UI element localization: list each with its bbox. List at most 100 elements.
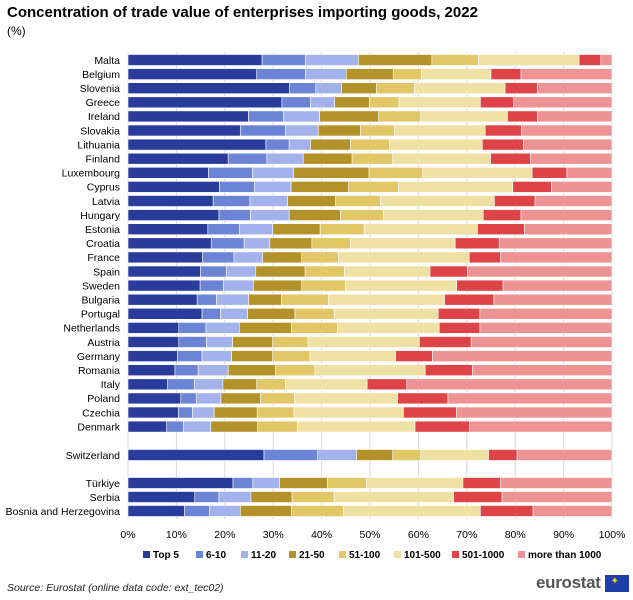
- bar-segment: [127, 82, 290, 94]
- bar-segment: [351, 152, 394, 165]
- bar-segment: [494, 195, 536, 207]
- bar-segment: [231, 350, 274, 362]
- category-label: Malta: [94, 55, 120, 67]
- bar-segment: [479, 307, 613, 320]
- bar-segment: [127, 477, 234, 489]
- bar-segment: [454, 237, 500, 250]
- category-label: Luxembourg: [62, 168, 121, 180]
- bar-segment: [252, 167, 294, 179]
- bar-segment: [343, 505, 481, 517]
- bar-segment: [369, 96, 400, 109]
- category-label: Finland: [86, 154, 121, 166]
- bar-segment: [368, 167, 424, 179]
- bar-segment: [279, 477, 328, 489]
- x-tick-label: 20%: [214, 529, 235, 541]
- bar-segment: [256, 406, 295, 419]
- bar-segment: [480, 96, 515, 109]
- bar-segment: [275, 364, 316, 377]
- bar-segment: [199, 279, 224, 292]
- category-label: Germany: [77, 351, 121, 363]
- x-tick-label: 10%: [166, 529, 187, 541]
- bar-segment: [127, 350, 178, 362]
- bar-segment: [398, 181, 514, 193]
- bar-segment: [127, 124, 241, 137]
- bar-segment: [262, 251, 303, 264]
- bar-segment: [350, 138, 390, 151]
- bar-segment: [297, 420, 416, 433]
- bar-segment: [516, 449, 613, 461]
- bar-segment: [437, 307, 481, 320]
- bar-segment: [220, 392, 261, 405]
- bar-segment: [293, 406, 404, 419]
- bar-segment: [127, 336, 180, 348]
- legend-label: Top 5: [153, 550, 179, 561]
- bar-segment: [127, 96, 283, 109]
- bar-segment: [328, 293, 445, 306]
- bar-segment: [419, 336, 472, 348]
- bar-segment: [456, 279, 504, 292]
- bar-segment: [222, 378, 258, 391]
- bar-segment: [287, 195, 336, 207]
- bar-segment: [520, 68, 613, 80]
- bar-segment: [338, 251, 470, 264]
- legend-swatch: [518, 551, 525, 558]
- category-label: Denmark: [77, 421, 120, 433]
- category-label: Austria: [87, 337, 120, 349]
- bar-segment: [502, 279, 613, 292]
- bar-segment: [498, 237, 613, 250]
- category-label: Bulgaria: [81, 295, 120, 307]
- bar-segment: [127, 505, 185, 517]
- bar-segment: [250, 209, 290, 221]
- bar-segment: [209, 505, 241, 517]
- bar-segment: [127, 195, 214, 207]
- bar-segment: [333, 491, 455, 503]
- bar-segment: [307, 336, 420, 348]
- bar-segment: [283, 110, 320, 123]
- category-label: Sweden: [82, 280, 120, 292]
- bar-segment: [301, 279, 346, 292]
- bar-segment: [524, 223, 613, 235]
- bar-segment: [227, 152, 268, 165]
- bar-segment: [260, 392, 295, 405]
- bar-segment: [392, 68, 422, 80]
- bar-segment: [523, 138, 613, 151]
- legend-swatch: [196, 551, 203, 558]
- bar-segment: [466, 265, 613, 278]
- bar-segment: [291, 491, 335, 503]
- bar-segment: [127, 251, 203, 264]
- bar-segment: [532, 505, 613, 517]
- bar-segment: [201, 350, 232, 362]
- bar-segment: [127, 279, 201, 292]
- x-tick-label: 40%: [311, 529, 332, 541]
- bar-segment: [345, 279, 457, 292]
- bar-segment: [291, 322, 338, 334]
- category-label: Estonia: [85, 224, 120, 236]
- bar-segment: [254, 181, 292, 193]
- bar-segment: [317, 449, 357, 461]
- bar-segment: [178, 322, 207, 334]
- bar-segment: [531, 167, 568, 179]
- category-label: Romania: [78, 365, 120, 377]
- category-label: Slovenia: [80, 83, 120, 95]
- bar-segment: [301, 251, 339, 264]
- category-label: Italy: [101, 379, 121, 391]
- bar-segment: [392, 152, 491, 165]
- bar-segment: [197, 364, 229, 377]
- eurostat-logo: eurostat: [536, 573, 629, 593]
- legend-swatch: [339, 551, 346, 558]
- legend-label: 11-20: [251, 550, 276, 561]
- bar-segment: [212, 195, 251, 207]
- bar-segment: [356, 449, 394, 461]
- bar-segment: [218, 209, 251, 221]
- bar-segment: [456, 406, 613, 419]
- bar-segment: [309, 350, 396, 362]
- bar-segment: [566, 167, 613, 179]
- bar-segment: [232, 336, 274, 348]
- bar-segment: [305, 68, 347, 80]
- bar-segment: [218, 491, 252, 503]
- bar-segment: [127, 223, 209, 235]
- bar-segment: [127, 167, 209, 179]
- bar-segment: [360, 124, 395, 137]
- bar-segment: [493, 293, 613, 306]
- bar-segment: [232, 477, 254, 489]
